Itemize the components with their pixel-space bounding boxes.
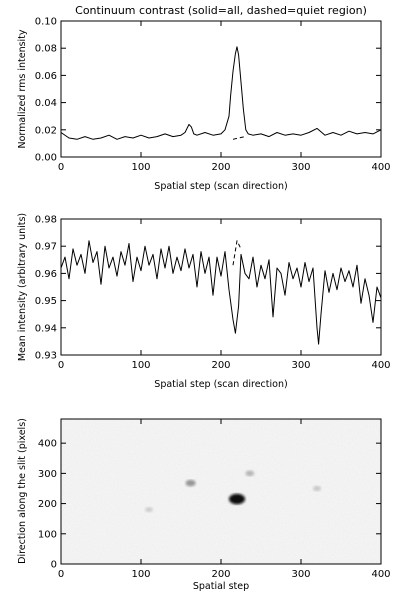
y-tick-label: 0.08 bbox=[35, 44, 57, 55]
x-tick-label: 0 bbox=[58, 360, 64, 371]
y-tick-label: 0.98 bbox=[35, 215, 57, 226]
x-tick-label: 0 bbox=[58, 162, 64, 173]
series-line-dashed bbox=[232, 240, 242, 266]
y-tick-label: 0.97 bbox=[35, 242, 57, 253]
heatmap-features bbox=[145, 470, 322, 513]
heatmap-feature bbox=[145, 507, 153, 513]
y-axis: 0.00 0.02 0.04 0.06 0.08 0.10 bbox=[35, 17, 381, 164]
x-tick-label: 100 bbox=[131, 360, 150, 371]
panel-continuum-contrast: Continuum contrast (solid=all, dashed=qu… bbox=[17, 4, 391, 192]
x-axis-label: Spatial step (scan direction) bbox=[154, 181, 287, 192]
series-line-solid bbox=[60, 46, 382, 140]
y-axis: 0 100 200 300 400 bbox=[38, 439, 381, 571]
x-tick-label: 100 bbox=[131, 569, 150, 580]
heatmap-feature bbox=[245, 470, 255, 477]
x-tick-label: 300 bbox=[291, 360, 310, 371]
x-tick-label: 0 bbox=[58, 569, 64, 580]
x-tick-label: 300 bbox=[291, 569, 310, 580]
x-axis-label: Spatial step bbox=[193, 581, 249, 592]
y-axis-label: Normalized rms intensity bbox=[17, 29, 28, 148]
x-tick-label: 200 bbox=[211, 162, 230, 173]
y-tick-label: 0 bbox=[51, 560, 57, 571]
series-group bbox=[60, 240, 382, 345]
y-tick-label: 0.95 bbox=[35, 296, 57, 307]
y-axis: 0.93 0.94 0.95 0.96 0.97 0.98 bbox=[35, 215, 381, 362]
y-axis-label: Direction along the slit (pixels) bbox=[17, 418, 28, 564]
chart-title: Continuum contrast (solid=all, dashed=qu… bbox=[75, 4, 367, 17]
y-axis-label: Mean intensity (arbitrary units) bbox=[17, 213, 28, 361]
heatmap-feature bbox=[312, 485, 322, 492]
y-tick-label: 0.94 bbox=[35, 323, 57, 334]
x-tick-label: 200 bbox=[211, 360, 230, 371]
y-tick-label: 400 bbox=[38, 439, 57, 450]
y-tick-label: 0.93 bbox=[35, 351, 57, 362]
x-axis-label: Spatial step (scan direction) bbox=[154, 379, 287, 390]
x-tick-label: 400 bbox=[371, 162, 390, 173]
panel-slit-image: 0 100 200 300 400 0 100 200 300 400 Spatial step… bbox=[17, 418, 391, 592]
y-tick-label: 200 bbox=[38, 499, 57, 510]
y-tick-label: 0.06 bbox=[35, 71, 57, 82]
series-group bbox=[60, 46, 382, 140]
y-tick-label: 0.04 bbox=[35, 98, 57, 109]
x-axis: 0 100 200 300 400 bbox=[58, 219, 391, 371]
heatmap-background bbox=[61, 419, 381, 564]
y-tick-label: 0.10 bbox=[35, 17, 57, 28]
x-tick-label: 400 bbox=[371, 569, 390, 580]
x-axis: 0 100 200 300 400 bbox=[58, 21, 391, 173]
x-axis: 0 100 200 300 400 bbox=[58, 419, 391, 580]
y-tick-label: 0.00 bbox=[35, 153, 57, 164]
y-tick-label: 0.96 bbox=[35, 269, 57, 280]
y-tick-label: 0.02 bbox=[35, 125, 57, 136]
x-tick-label: 300 bbox=[291, 162, 310, 173]
heatmap-feature bbox=[185, 479, 196, 487]
series-line-solid bbox=[60, 240, 382, 345]
series-line-dashed bbox=[232, 136, 246, 140]
x-tick-label: 100 bbox=[131, 162, 150, 173]
y-tick-label: 100 bbox=[38, 529, 57, 540]
panel-mean-intensity: 0 100 200 300 400 0.93 0.94 0.95 0.96 0.97 0.98 S… bbox=[17, 213, 391, 390]
x-tick-label: 200 bbox=[211, 569, 230, 580]
y-tick-label: 300 bbox=[38, 469, 57, 480]
x-tick-label: 400 bbox=[371, 360, 390, 371]
heatmap-feature bbox=[228, 493, 246, 505]
